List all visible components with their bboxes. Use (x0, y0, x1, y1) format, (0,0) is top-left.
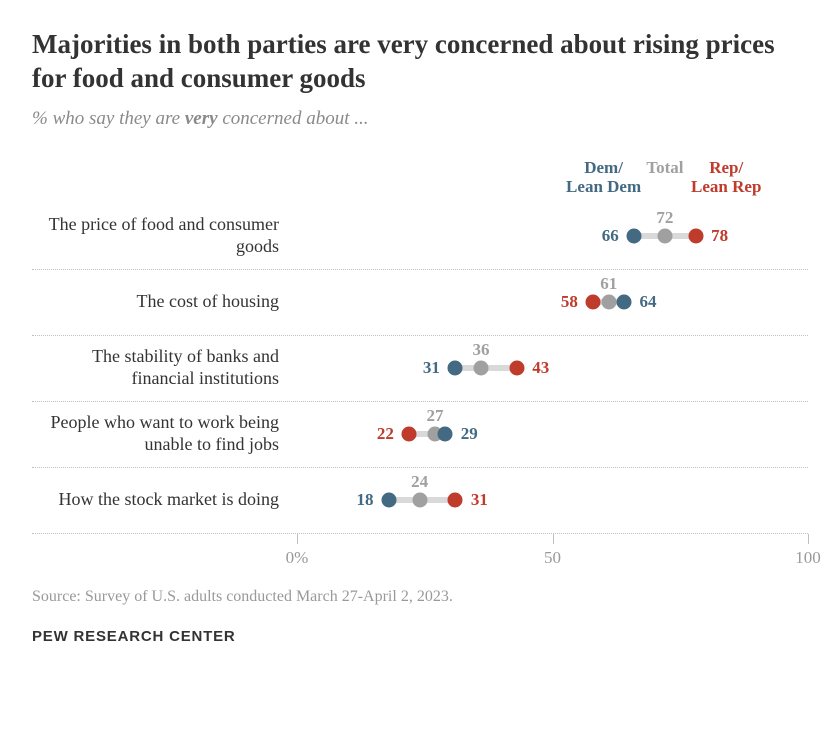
value-total: 24 (411, 472, 428, 492)
dot-rep (402, 427, 417, 442)
axis-tick (553, 534, 554, 544)
dot-dem (448, 361, 463, 376)
chart-subtitle: % who say they are very concerned about … (32, 108, 808, 130)
value-dem: 66 (602, 226, 619, 246)
dot-rep (586, 295, 601, 310)
dot-total (657, 229, 672, 244)
plot-area: 72 66 78 (297, 204, 808, 269)
chart-row: People who want to work being unable to … (32, 402, 808, 468)
value-total: 27 (426, 406, 443, 426)
plot-area: 27 29 22 (297, 402, 808, 467)
subtitle-bold: very (185, 108, 218, 129)
value-dem: 18 (356, 490, 373, 510)
dot-dem (627, 229, 642, 244)
dot-total (412, 493, 427, 508)
dot-rep (509, 361, 524, 376)
brand-attribution: PEW RESEARCH CENTER (32, 628, 808, 645)
axis-tick (808, 534, 809, 544)
dot-total (473, 361, 488, 376)
subtitle-prefix: % who say they are (32, 108, 185, 129)
axis-tick-label: 100 (795, 548, 821, 568)
x-axis: 0%50100 (297, 534, 808, 578)
value-dem: 31 (423, 358, 440, 378)
value-total: 72 (656, 208, 673, 228)
value-rep: 43 (532, 358, 549, 378)
value-rep: 22 (377, 424, 394, 444)
source-note: Source: Survey of U.S. adults conducted … (32, 588, 808, 606)
value-total: 61 (600, 274, 617, 294)
row-label: The price of food and consumer goods (32, 214, 297, 257)
chart-row: The cost of housing 61 64 58 (32, 270, 808, 336)
dot-dem (381, 493, 396, 508)
plot-area: 36 31 43 (297, 336, 808, 401)
chart-row: How the stock market is doing 24 18 31 (32, 468, 808, 534)
dot-dem (438, 427, 453, 442)
dot-dem (617, 295, 632, 310)
row-label: How the stock market is doing (32, 489, 297, 511)
chart-title: Majorities in both parties are very conc… (32, 28, 808, 96)
plot-area: 24 18 31 (297, 468, 808, 533)
legend-rep: Rep/Lean Rep (691, 158, 761, 197)
chart-row: The stability of banks and financial ins… (32, 336, 808, 402)
legend-total: Total (646, 158, 683, 178)
value-rep: 78 (711, 226, 728, 246)
plot-area: 61 64 58 (297, 270, 808, 335)
axis-tick-label: 50 (544, 548, 561, 568)
legend-dem: Dem/Lean Dem (566, 158, 641, 197)
value-rep: 31 (471, 490, 488, 510)
subtitle-suffix: concerned about ... (218, 108, 369, 129)
legend-row: Dem/Lean DemTotal Rep/Lean Rep (32, 158, 808, 204)
dot-rep (448, 493, 463, 508)
dot-plot-chart: Dem/Lean DemTotal Rep/Lean Rep The price o… (32, 158, 808, 578)
value-rep: 58 (561, 292, 578, 312)
row-label: People who want to work being unable to … (32, 412, 297, 455)
value-dem: 29 (461, 424, 478, 444)
dot-rep (688, 229, 703, 244)
axis-tick (297, 534, 298, 544)
value-total: 36 (472, 340, 489, 360)
chart-row: The price of food and consumer goods 72 66… (32, 204, 808, 270)
dot-total (601, 295, 616, 310)
value-dem: 64 (640, 292, 657, 312)
row-label: The stability of banks and financial ins… (32, 346, 297, 389)
axis-tick-label: 0% (286, 548, 309, 568)
row-label: The cost of housing (32, 291, 297, 313)
